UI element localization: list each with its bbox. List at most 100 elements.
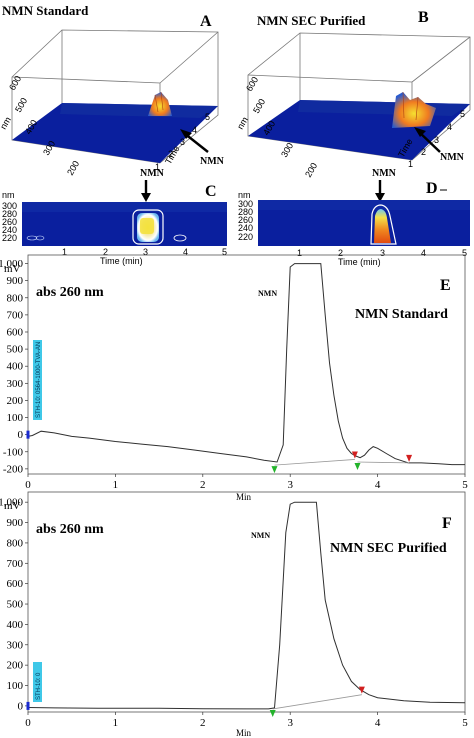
- panel-e-x-tick-label: 3: [287, 479, 293, 491]
- panel-f-y-tick-label: 0: [18, 700, 24, 712]
- panel-c-peak-contour: [26, 209, 187, 245]
- panel-e-y-unit: mV: [4, 263, 21, 275]
- panel-d-y-tick: 280: [238, 207, 253, 217]
- panel-b-peak-arrow: [414, 127, 441, 153]
- panel-e-frame: [27, 254, 466, 475]
- panel-d-y-ticks: 300 280 260 240 220: [238, 199, 253, 242]
- panel-f-x-tick-label: 1: [113, 717, 119, 729]
- panel-e-injection-marker: [26, 430, 30, 439]
- panel-e-y-tick-label: 600: [7, 326, 24, 338]
- panel-a-letter: A: [200, 13, 212, 30]
- panel-a-peak: [148, 91, 172, 116]
- panel-f-series: [26, 501, 466, 717]
- panel-d-y-tick: 240: [238, 223, 253, 233]
- panel-f-y-tick-label: 700: [7, 558, 24, 570]
- panel-c-x-tick: 5: [222, 247, 227, 257]
- panel-d-x-tick: 4: [421, 248, 426, 258]
- panel-d-y-label: nm: [238, 190, 251, 200]
- panel-c-y-label: nm: [2, 190, 15, 200]
- panel-e-x-tick-label: 1: [113, 479, 119, 491]
- panel-e-y-tick-label: 100: [7, 412, 24, 424]
- panel-b-time-tick: 2: [421, 147, 426, 157]
- panel-a-surface: [12, 103, 218, 163]
- panel-f-y-tick-label: 100: [7, 680, 24, 692]
- panel-e-y-tick-label: 300: [7, 378, 24, 390]
- panel-e-y-tick-label: 700: [7, 309, 24, 321]
- panel-f-title: NMN SEC Purified: [330, 541, 447, 556]
- panel-e-x-tick-label: 2: [200, 479, 206, 491]
- panel-f-x-tick-label: 2: [200, 717, 206, 729]
- panel-d-letter: D: [426, 180, 438, 197]
- panel-a-nm-tick: 200: [65, 159, 81, 177]
- panel-b-letter: B: [418, 9, 429, 26]
- panel-c-x-ticks: 1 2 3 4 5: [62, 247, 227, 257]
- panel-f-x-label: Min: [236, 728, 252, 738]
- panel-e-series: [26, 263, 465, 474]
- panel-a-time-tick: 2: [168, 149, 173, 159]
- panel-a-title: NMN Standard: [2, 3, 89, 18]
- panel-e-integration-baseline: [274, 459, 355, 466]
- panel-b-title: NMN SEC Purified: [257, 13, 366, 28]
- panel-e-axes: 1,000 900 800 700 600 500 400 300 200 100 0 -100 -20…: [0, 254, 468, 491]
- panel-c-x-label: Time (min): [100, 256, 143, 266]
- panel-a-peak-label: NMN: [200, 156, 225, 167]
- panel-c-x-tick: 4: [183, 247, 188, 257]
- panel-f-y-unit: mV: [4, 500, 21, 512]
- panel-c-y-tick: 220: [2, 233, 17, 243]
- panel-d-arrow: [375, 180, 385, 202]
- panel-a-time-tick: 5: [205, 112, 210, 122]
- panel-f-annotation: abs 260 nm: [36, 522, 104, 537]
- panel-d-peak-label: NMN: [372, 168, 397, 179]
- panel-b: NMN SEC Purified B 600 500 400 300 200 n…: [235, 9, 471, 179]
- panel-c-x-tick: 2: [103, 247, 108, 257]
- panel-e: mV abs 260 nm E NMN Standard NMN 1,000 90…: [0, 254, 468, 502]
- panel-d-x-tick: 1: [297, 248, 302, 258]
- panel-f-x-tick-label: 5: [462, 717, 468, 729]
- panel-e-baseline-marker: [354, 463, 361, 471]
- panel-f-trace: [27, 501, 466, 710]
- panel-a-nm-label: nm: [0, 115, 13, 131]
- panel-f-integration-baseline: [272, 694, 362, 710]
- panel-e-baseline-marker: [351, 451, 358, 459]
- panel-e-x-tick-label: 0: [25, 479, 31, 491]
- panel-a-time-tick: 3: [180, 137, 185, 147]
- panel-f-x-tick-label: 0: [25, 717, 31, 729]
- panel-b-time-tick: 3: [434, 135, 439, 145]
- panel-e-y-tick-label: 1,000: [0, 258, 24, 270]
- panel-b-nm-tick: 500: [251, 97, 267, 115]
- panel-e-side-tag: STH-10: 0564-1000-TVA-AN: [33, 340, 42, 420]
- panel-b-nm-tick: 600: [244, 75, 260, 93]
- panel-f-injection-marker: [26, 701, 30, 710]
- panel-e-side-tag-text: STH-10: 0564-1000-TVA-AN: [36, 342, 42, 418]
- panel-f-peak-label: NMN: [251, 531, 270, 540]
- panel-f-baseline-marker: [269, 709, 276, 717]
- panel-e-title: NMN Standard: [355, 307, 448, 322]
- panel-d-y-tick: 260: [238, 215, 253, 225]
- panel-e-x-tick-label: 4: [375, 479, 381, 491]
- panel-d-y-tick: 220: [238, 232, 253, 242]
- panel-f-y-tick-label: 800: [7, 537, 24, 549]
- panel-f-axes: 1,000 900 800 700 600 500 400 300 200 100 00 1 2 3 4 5: [0, 491, 468, 729]
- panel-d-peak-contour: [370, 204, 397, 245]
- panel-c-y-ticks: 300 280 260 240 220: [2, 201, 17, 243]
- panel-b-peak: [392, 91, 436, 128]
- panel-e-baseline-marker: [271, 466, 278, 474]
- panel-e-y-tick-label: 500: [7, 344, 24, 356]
- panel-f-y-tick-label: 600: [7, 578, 24, 590]
- panel-d-x-tick: 5: [462, 248, 467, 258]
- panel-a: NMN Standard A 600 500 400 300 200 nm 1: [0, 3, 225, 177]
- panel-b-time-tick: 1: [408, 159, 413, 169]
- panel-b-nm-tick: 300: [279, 141, 295, 159]
- panel-b-time-tick: 4: [447, 122, 452, 132]
- panel-e-annotation: abs 260 nm: [36, 285, 104, 300]
- panel-e-peak-label: NMN: [258, 289, 277, 298]
- panel-a-peak-arrow: [180, 129, 209, 153]
- panel-f-frame: [27, 491, 466, 713]
- panel-c-y-tick: 240: [2, 225, 17, 235]
- panel-e-y-tick-label: 200: [7, 395, 24, 407]
- panel-e-integration-baseline: [357, 461, 410, 464]
- panel-d: NMN D nm 300 280 260 240 220 1 2 3 4 5 T…: [238, 168, 470, 267]
- panel-d-x-tick: 2: [338, 248, 343, 258]
- panel-f: mV abs 260 nm F NMN SEC Purified NMN 1,0…: [0, 491, 468, 738]
- panel-f-side-tag-text: STH-10: 0: [36, 672, 42, 700]
